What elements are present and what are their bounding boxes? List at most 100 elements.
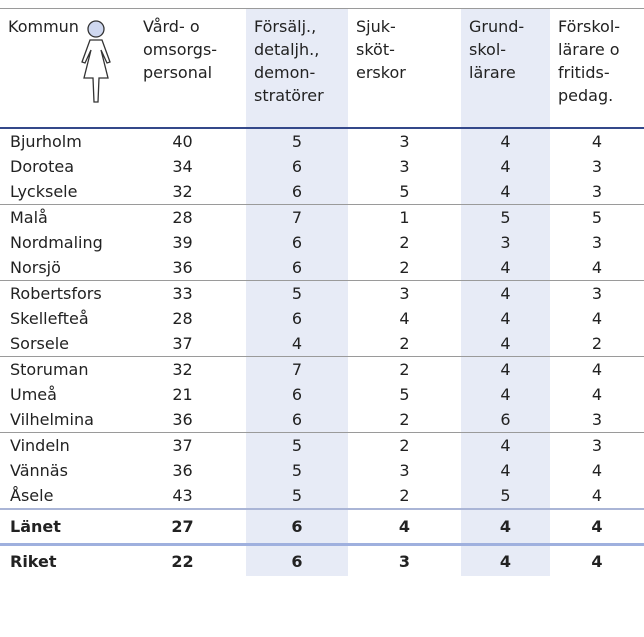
row-label: Vindeln (10, 436, 70, 455)
cell: 5 (461, 204, 550, 230)
table-row: Lycksele 32 6 5 4 3 (0, 179, 644, 205)
cell: 6 (246, 543, 348, 576)
cell: 4 (550, 543, 644, 576)
cell: 5 (246, 483, 348, 509)
cell: 32 (172, 360, 193, 379)
cell: 4 (461, 128, 550, 154)
cell: 4 (591, 132, 603, 151)
cell: 4 (461, 458, 550, 483)
cell: 5 (246, 432, 348, 458)
table-row: Malå 28 7 1 5 5 (0, 204, 644, 230)
row-label: Länet (0, 508, 135, 545)
cell: 36 (135, 255, 246, 281)
row-label: Norsjö (0, 255, 135, 281)
table-row: Riket 22 6 3 4 4 (0, 543, 644, 576)
table-row: Skellefteå 28 6 4 4 4 (0, 306, 644, 331)
cell: 6 (246, 179, 348, 205)
cell: 4 (461, 508, 550, 545)
cell: 3 (399, 284, 410, 303)
cell: 3 (461, 230, 550, 255)
table-row: Storuman 32 7 2 4 4 (0, 356, 644, 382)
row-label: Robertsfors (10, 284, 102, 303)
cell: 4 (461, 306, 550, 331)
cell: 33 (172, 284, 193, 303)
cell: 3 (550, 179, 644, 205)
cell: 4 (399, 309, 410, 328)
cell: 4 (550, 508, 644, 545)
table-body: Bjurholm 40 5 3 4 4 Dorotea 34 6 3 4 3 Lycksele 32 6 5 4… (0, 128, 644, 576)
cell: 4 (461, 179, 550, 205)
cell: 2 (348, 331, 461, 357)
cell: 5 (399, 385, 410, 404)
row-label: Umeå (10, 385, 57, 404)
cell: 7 (246, 356, 348, 382)
cell: 43 (172, 486, 193, 505)
row-label: Vännäs (10, 461, 68, 480)
table-row: Sorsele 37 4 2 4 2 (0, 331, 644, 357)
cell: 40 (172, 132, 193, 151)
cell: 4 (461, 331, 550, 357)
table-row: Länet 27 6 4 4 4 (0, 508, 644, 545)
cell: 2 (348, 255, 461, 281)
cell: 6 (246, 255, 348, 281)
cell: 5 (461, 483, 550, 509)
row-label: Vilhelmina (0, 407, 135, 433)
row-label: Åsele (10, 486, 54, 505)
cell: 4 (461, 280, 550, 306)
header-cell: Sjuk- sköt- erskor (348, 9, 461, 129)
cell: 2 (399, 486, 410, 505)
cell: 36 (135, 407, 246, 433)
row-label: Storuman (10, 360, 89, 379)
header-cell: Kommun (0, 9, 135, 129)
cell: 4 (461, 255, 550, 281)
cell: 3 (348, 543, 461, 576)
table-row: Åsele 43 5 2 5 4 (0, 483, 644, 509)
cell: 7 (246, 204, 348, 230)
row-label: Sorsele (0, 331, 135, 357)
cell: 37 (135, 331, 246, 357)
cell: 2 (348, 407, 461, 433)
header-cell: Förskol- lärare o fritids- pedag. (550, 9, 644, 129)
cell: 4 (461, 382, 550, 407)
row-label: Nordmaling (10, 233, 103, 252)
cell: 4 (461, 154, 550, 179)
row-label: Skellefteå (10, 309, 89, 328)
cell: 3 (399, 132, 410, 151)
cell: 5 (348, 179, 461, 205)
table-row: Vindeln 37 5 2 4 3 (0, 432, 644, 458)
row-label: Lycksele (0, 179, 135, 205)
cell: 3 (399, 461, 410, 480)
cell: 4 (461, 543, 550, 576)
cell: 32 (135, 179, 246, 205)
table-row: Vännäs 36 5 3 4 4 (0, 458, 644, 483)
cell: 2 (399, 233, 410, 252)
cell: 4 (550, 255, 644, 281)
cell: 3 (399, 157, 410, 176)
cell: 39 (172, 233, 193, 252)
cell: 4 (461, 432, 550, 458)
cell: 3 (591, 157, 603, 176)
table-row: Nordmaling 39 6 2 3 3 (0, 230, 644, 255)
cell: 37 (172, 436, 193, 455)
table: Kommun Vård- o omsorgs- personal Försälj.,… (0, 9, 644, 576)
cell: 36 (172, 461, 193, 480)
cell: 22 (135, 543, 246, 576)
cell: 4 (591, 461, 603, 480)
cell: 2 (399, 436, 410, 455)
cell: 4 (348, 508, 461, 545)
cell: 34 (172, 157, 193, 176)
cell: 1 (399, 208, 410, 227)
cell: 5 (246, 128, 348, 154)
table-row: Vilhelmina 36 6 2 6 3 (0, 407, 644, 433)
cell: 4 (591, 360, 603, 379)
cell: 3 (550, 407, 644, 433)
cell: 27 (135, 508, 246, 545)
woman-icon (81, 20, 111, 103)
cell: 4 (591, 309, 603, 328)
cell: 6 (246, 382, 348, 407)
table-row: Robertsfors 33 5 3 4 3 (0, 280, 644, 306)
cell: 6 (246, 508, 348, 545)
table-row: Dorotea 34 6 3 4 3 (0, 154, 644, 179)
cell: 3 (591, 436, 603, 455)
